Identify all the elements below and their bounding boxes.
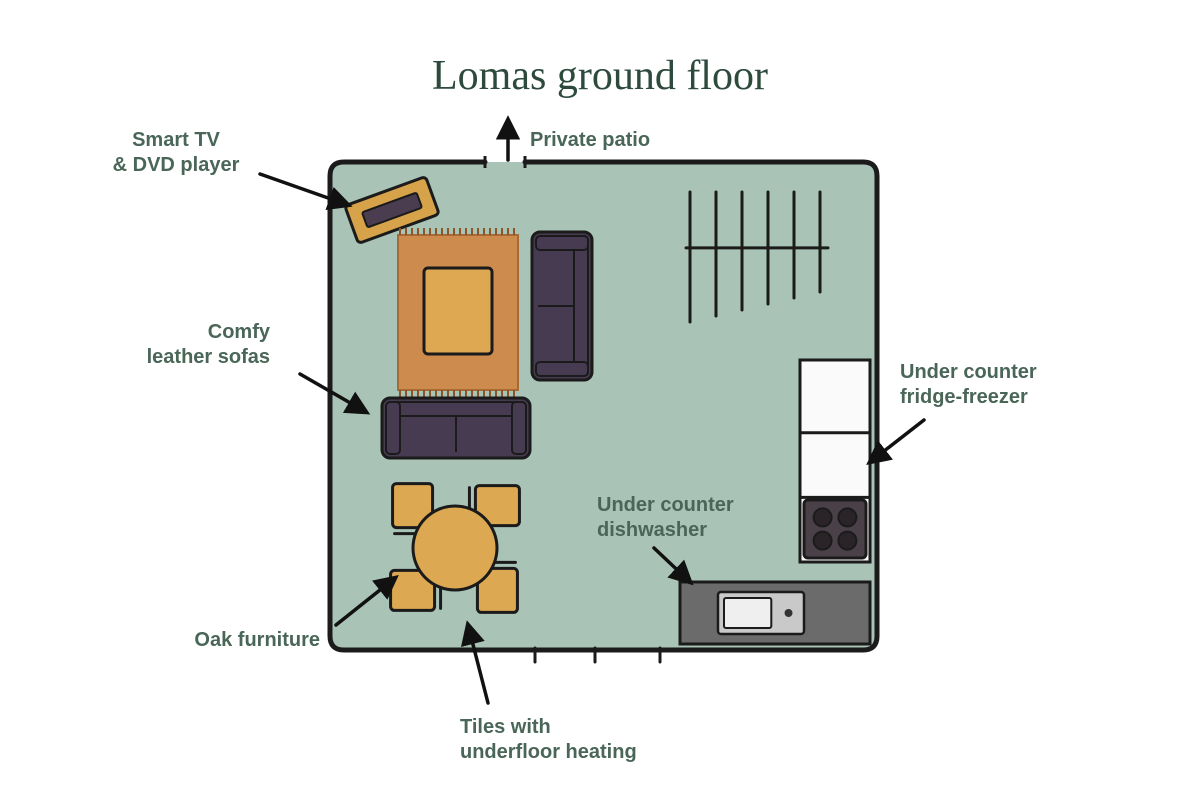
label-tv: Smart TV & DVD player	[113, 128, 240, 178]
counter-sink	[680, 582, 870, 644]
label-oak: Oak furniture	[194, 628, 320, 653]
label-fridge: Under counter fridge-freezer	[900, 360, 1037, 410]
sofa-right	[532, 232, 592, 380]
label-tiles: Tiles with underfloor heating	[460, 715, 637, 765]
label-patio: Private patio	[530, 128, 650, 153]
label-dish: Under counter dishwasher	[597, 493, 734, 543]
hob	[804, 500, 866, 558]
dining-table	[413, 506, 497, 590]
sofa-bottom	[382, 398, 530, 458]
coffee-table	[424, 268, 492, 354]
label-sofas: Comfy leather sofas	[147, 320, 270, 370]
